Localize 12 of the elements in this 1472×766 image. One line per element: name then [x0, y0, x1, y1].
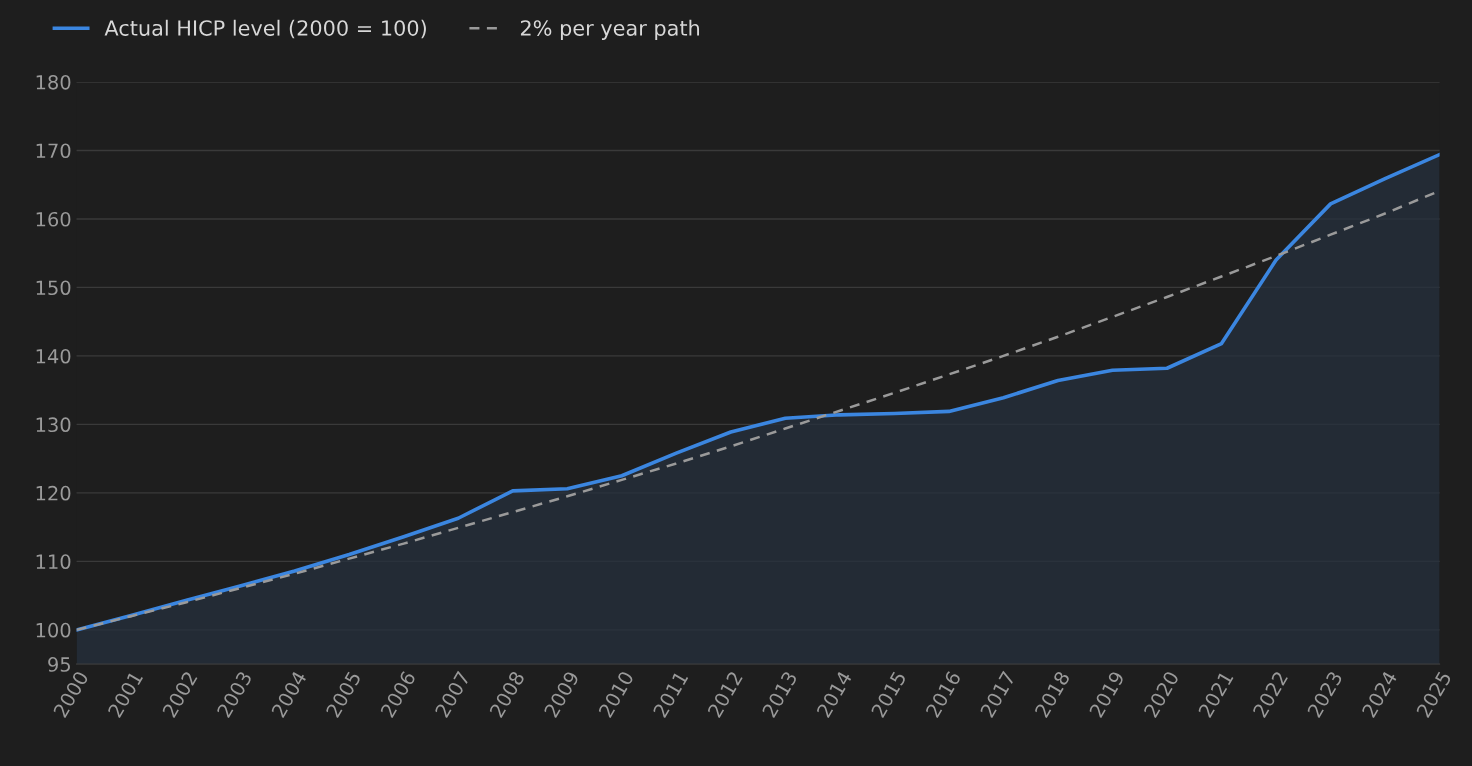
- y-tick-label: 160: [36, 211, 71, 227]
- y-tick-label: 95: [48, 657, 70, 672]
- y-tick-label: 130: [36, 417, 71, 433]
- y-tick-label: 120: [36, 485, 71, 501]
- y-tick-label: 150: [36, 280, 71, 296]
- y-tick-label: 110: [36, 554, 71, 570]
- y-tick-label: 100: [36, 622, 71, 638]
- y-tick-label: 170: [36, 143, 71, 159]
- y-tick-label: 180: [36, 74, 71, 90]
- legend-label: 2% per year path: [520, 19, 700, 40]
- legend-label: Actual HICP level (2000 = 100): [104, 19, 426, 39]
- y-tick-label: 140: [36, 348, 71, 364]
